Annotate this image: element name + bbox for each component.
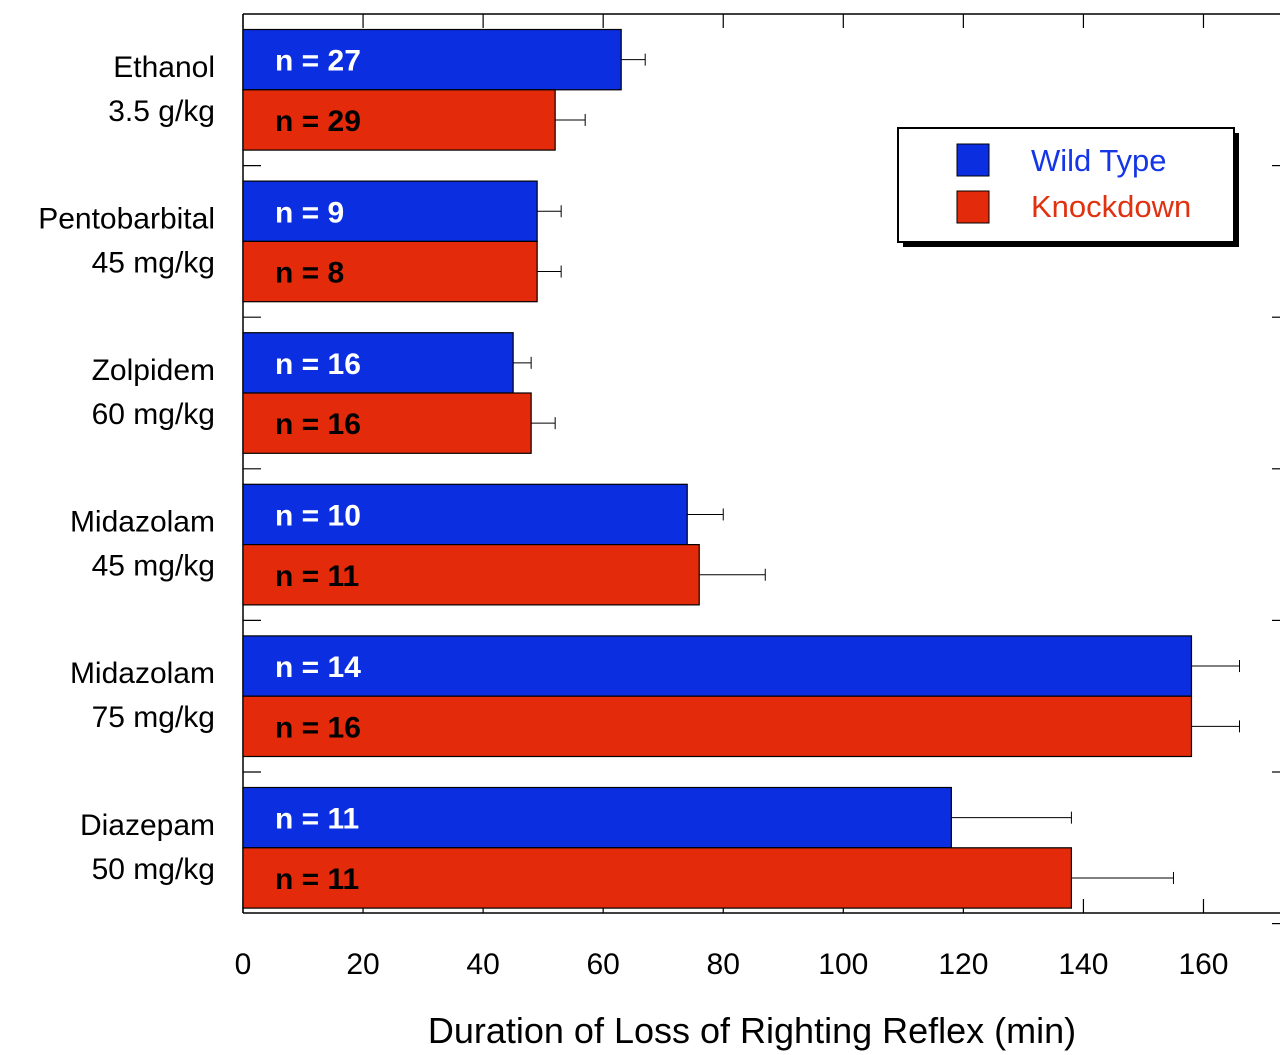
category-label-line1: Diazepam	[80, 809, 215, 842]
n-label: n = 16	[275, 408, 361, 441]
bar	[242, 392, 532, 454]
legend-swatch-wild-type	[956, 143, 990, 177]
x-tick-label: 20	[346, 948, 379, 981]
category-labels: Ethanol 3.5 g/kg Pentobarbital 45 mg/kg Zolp…	[38, 51, 215, 886]
x-tick-labels: 0 20 40 60 80 100 120 140 160	[235, 948, 1229, 981]
x-tick-label: 160	[1178, 948, 1228, 981]
x-tick-label: 0	[235, 948, 252, 981]
bar	[242, 332, 514, 394]
n-label: n = 11	[275, 560, 359, 593]
n-label: n = 16	[275, 348, 361, 381]
bars: n = 27 n = 29 n = 9 n = 8 n = 16 n = 16 n = 10…	[242, 28, 1240, 909]
category-label-line2: 45 mg/kg	[92, 246, 215, 279]
category-label-line1: Ethanol	[113, 51, 215, 84]
bar	[242, 695, 1193, 758]
bar	[242, 786, 952, 849]
x-tick-label: 40	[466, 948, 499, 981]
axes	[242, 13, 1280, 925]
x-tick-label: 80	[707, 948, 740, 981]
bar	[242, 240, 538, 303]
x-axis-title: Duration of Loss of Righting Reflex (min…	[428, 1010, 1076, 1051]
n-label: n = 11	[275, 803, 359, 836]
n-label: n = 9	[275, 196, 344, 229]
bar	[242, 847, 1073, 909]
bar	[242, 180, 538, 243]
legend-swatch-knockdown	[956, 190, 990, 224]
category-label-line2: 60 mg/kg	[92, 398, 215, 431]
category-label-line1: Midazolam	[70, 657, 215, 690]
n-label: n = 11	[275, 863, 359, 896]
bar	[242, 543, 700, 606]
category-label-line2: 75 mg/kg	[92, 701, 215, 734]
n-label: n = 16	[275, 711, 361, 744]
category-label-line1: Pentobarbital	[38, 202, 215, 235]
bar	[242, 483, 688, 546]
category-label-line1: Midazolam	[70, 506, 215, 539]
legend-label-wild-type: Wild Type	[1031, 143, 1167, 178]
x-tick-label: 120	[938, 948, 988, 981]
bar	[242, 635, 1193, 697]
bar	[242, 28, 622, 91]
category-label-line1: Zolpidem	[92, 354, 215, 387]
n-label: n = 27	[275, 45, 361, 78]
x-tick-label: 140	[1058, 948, 1108, 981]
n-label: n = 29	[275, 105, 361, 138]
category-label-line2: 3.5 g/kg	[108, 95, 215, 128]
n-label: n = 14	[275, 651, 361, 684]
n-label: n = 8	[275, 257, 344, 290]
x-tick-label: 60	[586, 948, 619, 981]
x-tick-label: 100	[818, 948, 868, 981]
legend-box	[897, 127, 1235, 243]
category-label-line2: 45 mg/kg	[92, 550, 215, 583]
legend-label-knockdown: Knockdown	[1031, 189, 1191, 224]
category-label-line2: 50 mg/kg	[92, 853, 215, 886]
legend: Wild Type Knockdown	[897, 127, 1239, 247]
n-label: n = 10	[275, 499, 361, 532]
